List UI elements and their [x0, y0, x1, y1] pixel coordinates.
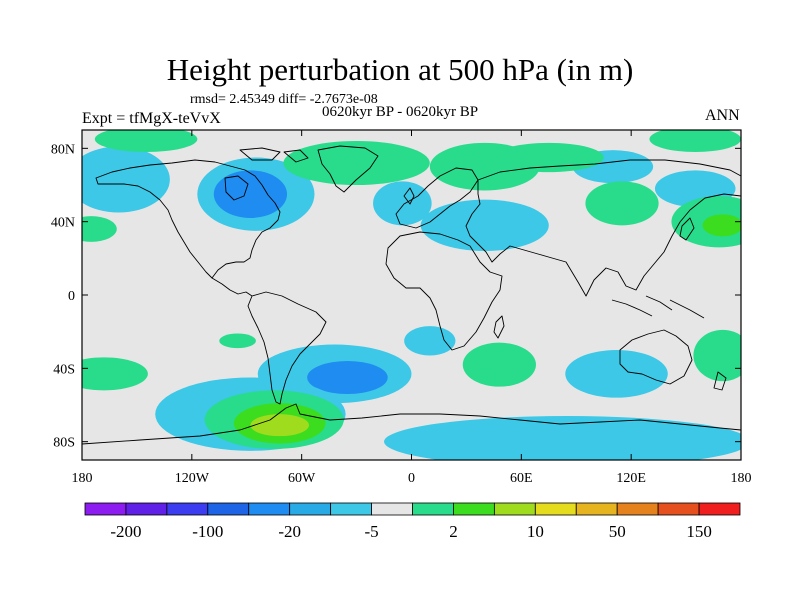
- coastline-north-america: [95, 159, 281, 279]
- axes: 180 120W 60W 0 60E 120E 180 80N 40N 0 40S 80S: [51, 130, 752, 486]
- colorbar-box: [207, 502, 250, 516]
- contour-region: [585, 181, 659, 226]
- colorbar-box: [289, 502, 332, 516]
- contour-region: [307, 361, 388, 394]
- contour-region: [250, 414, 309, 437]
- colorbar-label: 50: [609, 522, 626, 541]
- contour-region: [693, 329, 741, 382]
- colorbar-label: -200: [110, 522, 141, 541]
- colorbar-box: [248, 502, 291, 516]
- colorbar-label: 10: [527, 522, 544, 541]
- season-label: ANN: [705, 107, 740, 124]
- colorbar-box: [616, 502, 659, 516]
- coastline-british-isles: [403, 187, 415, 205]
- y-tick-label: 0: [68, 289, 75, 304]
- contour-region: [219, 333, 256, 349]
- y-tick-label: 40N: [51, 216, 75, 231]
- contour-region: [82, 146, 170, 213]
- coastline-central-america: [211, 277, 253, 297]
- chart-title: Height perturbation at 500 hPa (in m): [166, 52, 634, 87]
- coastline-europe: [395, 167, 479, 229]
- contour-region: [462, 342, 536, 387]
- coastline-indonesia: [611, 295, 705, 319]
- colorbar-label: 150: [686, 522, 712, 541]
- contour-region: [373, 181, 432, 226]
- coastline-africa: [385, 231, 503, 351]
- colorbar-box: [534, 502, 577, 516]
- coastline-japan: [679, 217, 695, 241]
- experiment-label: Expt = tfMgX-teVvX: [82, 110, 221, 127]
- y-tick-label: 80S: [53, 436, 75, 451]
- contour-region: [649, 130, 741, 152]
- coastline-australia: [619, 329, 693, 385]
- colorbar-box: [371, 502, 413, 516]
- colorbar-label: 2: [449, 522, 458, 541]
- coastline-antarctica: [82, 403, 741, 445]
- contour-region: [82, 216, 117, 242]
- colorbar-box: [453, 502, 495, 516]
- x-tick-label: 180: [731, 471, 752, 486]
- colorbar-box: [575, 502, 618, 516]
- contour-region: [565, 350, 668, 398]
- colorbar-box: [330, 502, 372, 516]
- colorbar-box: [493, 502, 536, 516]
- y-tick-label: 80N: [51, 142, 75, 157]
- contour-region: [94, 130, 198, 152]
- coastline-hudson-bay: [224, 175, 249, 201]
- y-tick-label: 40S: [53, 362, 75, 377]
- x-tick-label: 60E: [510, 471, 533, 486]
- coastline-new-zealand: [713, 371, 727, 391]
- colorbar-label: -100: [192, 522, 223, 541]
- coastline-south-america: [247, 291, 327, 405]
- period-label: 0620kyr BP - 0620kyr BP: [322, 104, 479, 120]
- stats-label: rmsd= 2.45349 diff= -2.7673e-08: [190, 92, 378, 107]
- contour-region: [702, 214, 741, 237]
- coastline-arctic-islands: [239, 147, 309, 163]
- contour-region: [213, 170, 288, 219]
- colorbar-box: [657, 502, 700, 516]
- coastline-asia: [465, 159, 741, 297]
- colorbar-box: [166, 502, 209, 516]
- colorbar-box: [698, 502, 741, 516]
- colorbar-box: [125, 502, 168, 516]
- colorbar-box: [412, 502, 454, 516]
- contour-fills: [82, 130, 741, 460]
- x-tick-label: 60W: [288, 471, 316, 486]
- coastline-greenland: [317, 145, 379, 193]
- x-tick-label: 120E: [616, 471, 646, 486]
- contour-region: [384, 416, 741, 460]
- colorbar-box: [84, 502, 127, 516]
- x-tick-label: 120W: [175, 471, 210, 486]
- coastlines: [82, 145, 741, 445]
- colorbar-label: -5: [364, 522, 378, 541]
- x-tick-label: 180: [72, 471, 93, 486]
- contour-region: [82, 357, 148, 391]
- colorbar-label: -20: [278, 522, 301, 541]
- contour-region: [404, 326, 456, 356]
- x-tick-label: 0: [408, 471, 415, 486]
- contour-region: [283, 141, 430, 185]
- coastline-madagascar: [493, 315, 505, 339]
